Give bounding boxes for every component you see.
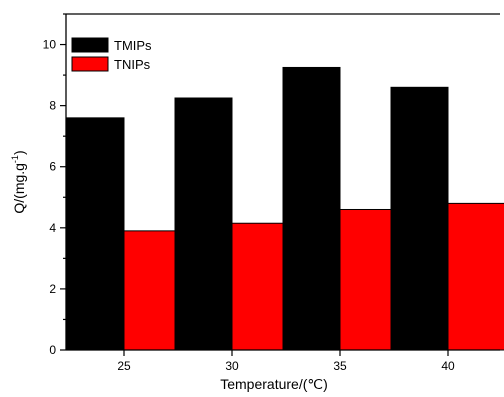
bar-tnips-40	[447, 202, 504, 351]
bar-tnips-30	[231, 222, 290, 351]
y-tick-label-6: 6	[49, 160, 56, 174]
legend-label-tnips: TNIPs	[114, 57, 151, 72]
bar-tmips-25	[66, 117, 125, 351]
bar-tmips-40	[390, 86, 449, 351]
bars-layer	[66, 66, 504, 351]
x-axis-label: Temperature/(℃)	[220, 376, 328, 392]
y-tick-label-4: 4	[49, 221, 56, 235]
y-tick-label-8: 8	[49, 99, 56, 113]
axes-layer	[65, 13, 500, 351]
y-tick-label-10: 10	[43, 38, 57, 52]
bar-tmips-30	[174, 97, 233, 351]
legend-swatch-tmips	[71, 37, 109, 53]
bar-tnips-35	[339, 208, 398, 351]
x-tick-label-40: 40	[441, 359, 455, 373]
x-tick-label-30: 30	[225, 359, 239, 373]
legend-swatch-tnips	[71, 56, 109, 72]
legend-label-tmips: TMIPs	[114, 38, 152, 53]
bar-tnips-25	[123, 230, 182, 351]
y-axis-label-suffix: )	[11, 150, 27, 155]
y-tick-label-2: 2	[49, 282, 56, 296]
y-axis-label-superscript: -1	[10, 155, 20, 163]
y-axis-label: Q/(mg.g-1)	[10, 150, 27, 213]
y-axis-label-main: Q/(mg.g	[11, 163, 27, 214]
bar-tmips-35	[282, 66, 341, 351]
x-tick-label-25: 25	[117, 359, 131, 373]
y-tick-label-0: 0	[49, 343, 56, 357]
ticks-layer: 25 30 35 40 0 2 4 6 8 10	[43, 13, 455, 373]
x-tick-label-35: 35	[333, 359, 347, 373]
legend: TMIPs TNIPs	[71, 37, 152, 72]
